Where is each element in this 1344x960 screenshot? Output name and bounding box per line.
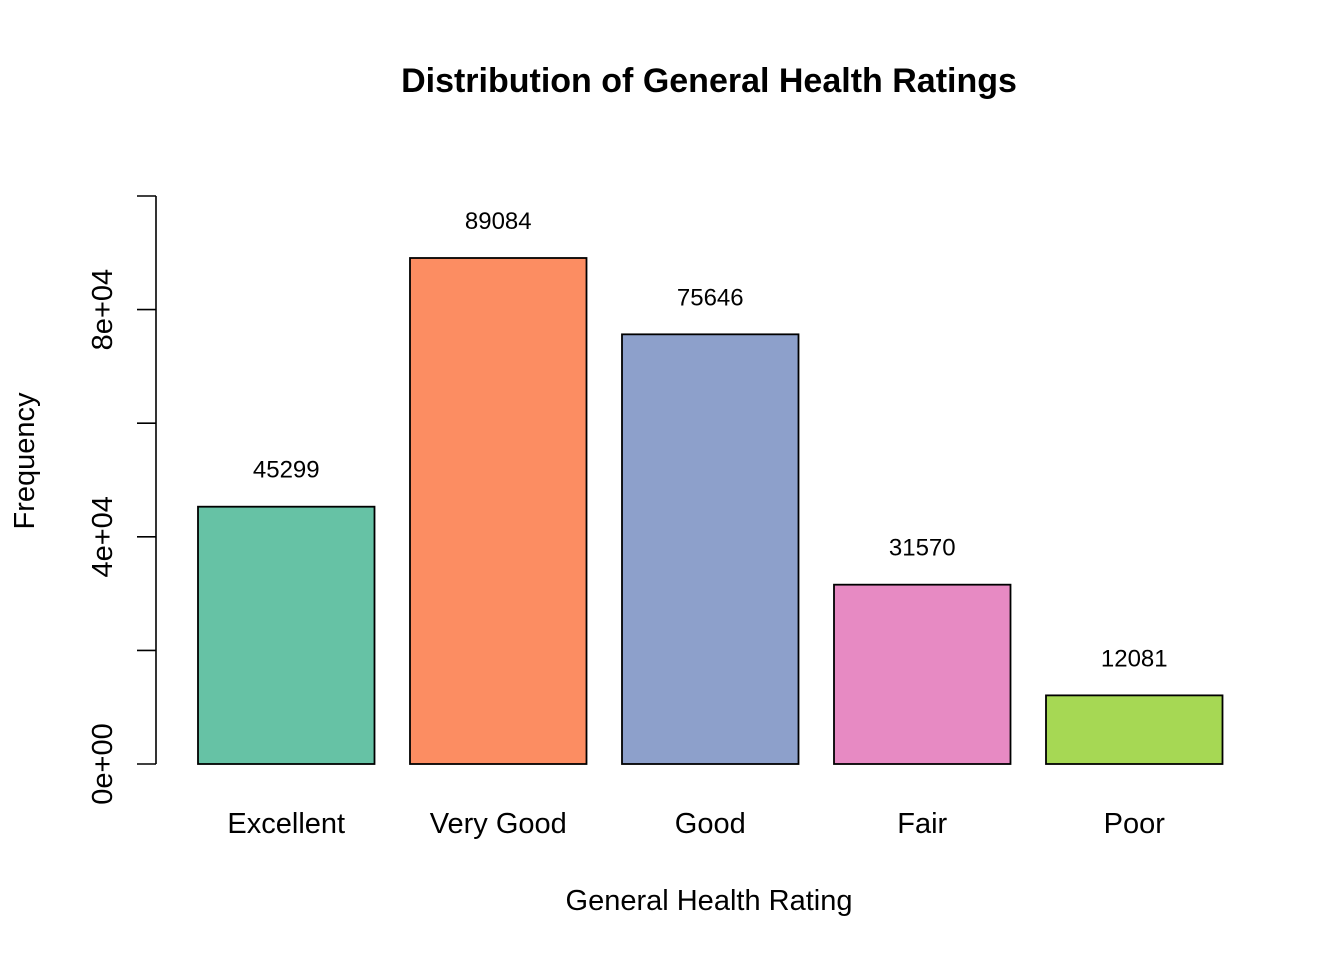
- bar-fair: [833, 583, 1012, 765]
- x-category-label: Fair: [897, 808, 947, 840]
- x-category-label: Good: [675, 808, 746, 840]
- bar-good: [621, 333, 800, 765]
- bar-poor: [1045, 694, 1224, 765]
- chart-title: Distribution of General Health Ratings: [401, 62, 1017, 100]
- bar-value-label: 89084: [465, 208, 532, 235]
- y-tick-label: 0e+00: [87, 723, 119, 804]
- bar-value-label: 12081: [1101, 645, 1168, 672]
- category-labels-group: Excellent Very Good Good Fair Poor: [227, 808, 1165, 840]
- y-axis-title: Frequency: [9, 392, 41, 530]
- bar-very-good: [409, 257, 588, 765]
- x-category-label: Poor: [1104, 808, 1166, 840]
- x-category-label: Excellent: [227, 808, 345, 840]
- x-category-label: Very Good: [430, 808, 567, 840]
- y-tick-label: 4e+04: [87, 496, 119, 577]
- bar-value-label: 31570: [889, 535, 956, 562]
- bar-value-label: 45299: [253, 457, 320, 484]
- bars-group: [197, 257, 1224, 765]
- bar-excellent: [197, 505, 376, 765]
- x-axis-title: General Health Rating: [566, 885, 853, 917]
- y-axis: 0e+00 4e+04 8e+04: [87, 195, 157, 805]
- value-labels-group: 45299 89084 75646 31570 12081: [253, 208, 1168, 672]
- y-tick-label: 8e+04: [87, 269, 119, 350]
- bar-value-label: 75646: [677, 284, 744, 311]
